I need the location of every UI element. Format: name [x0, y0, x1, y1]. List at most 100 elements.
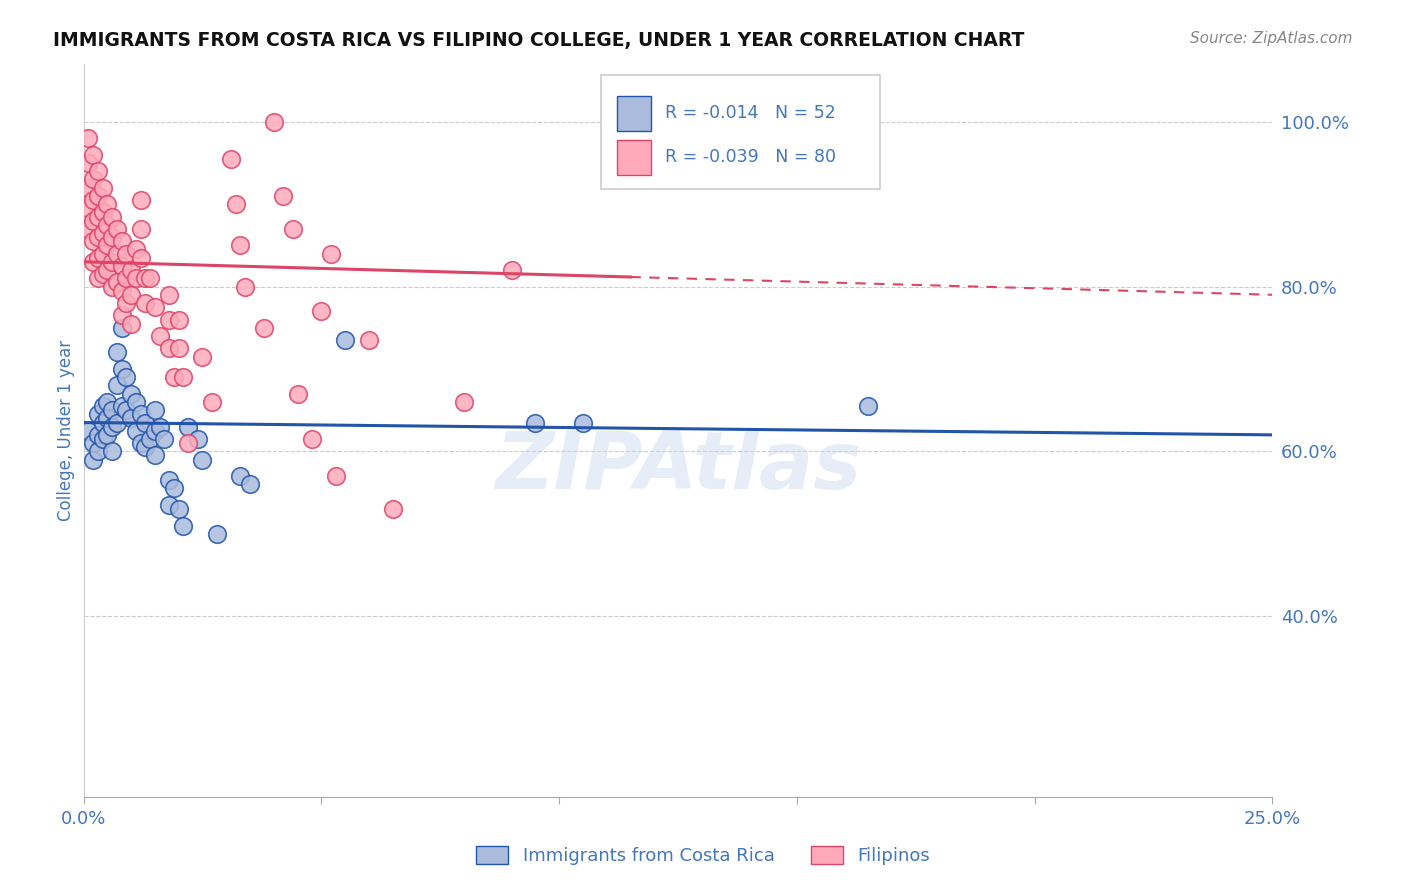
Point	[381, 502, 404, 516]
Point	[101, 403, 124, 417]
FancyBboxPatch shape	[600, 75, 880, 189]
Point	[91, 432, 114, 446]
Point	[167, 342, 190, 356]
Point	[87, 271, 110, 285]
Point	[357, 333, 380, 347]
Point	[319, 246, 342, 260]
Point	[120, 411, 142, 425]
Point	[96, 411, 118, 425]
Text: R = -0.014   N = 52: R = -0.014 N = 52	[665, 104, 835, 122]
Point	[82, 213, 104, 227]
Point	[82, 234, 104, 248]
Point	[281, 222, 304, 236]
Point	[157, 342, 180, 356]
Point	[87, 428, 110, 442]
Point	[129, 407, 152, 421]
Point	[134, 296, 156, 310]
Point	[101, 210, 124, 224]
Point	[82, 193, 104, 207]
Point	[91, 205, 114, 219]
Point	[205, 526, 228, 541]
Point	[105, 378, 128, 392]
Point	[91, 267, 114, 281]
Point	[115, 271, 138, 285]
FancyBboxPatch shape	[617, 140, 651, 175]
Point	[125, 243, 148, 257]
Point	[143, 449, 166, 463]
Point	[201, 395, 224, 409]
Text: IMMIGRANTS FROM COSTA RICA VS FILIPINO COLLEGE, UNDER 1 YEAR CORRELATION CHART: IMMIGRANTS FROM COSTA RICA VS FILIPINO C…	[53, 31, 1025, 50]
Point	[143, 424, 166, 438]
Point	[172, 370, 194, 384]
Point	[82, 172, 104, 186]
Point	[333, 333, 356, 347]
Point	[87, 230, 110, 244]
Legend: Immigrants from Costa Rica, Filipinos: Immigrants from Costa Rica, Filipinos	[468, 838, 938, 872]
Point	[163, 370, 186, 384]
Point	[233, 279, 256, 293]
Point	[110, 320, 132, 334]
Point	[143, 403, 166, 417]
Point	[157, 473, 180, 487]
Point	[163, 482, 186, 496]
Point	[101, 230, 124, 244]
Point	[287, 386, 309, 401]
Point	[96, 263, 118, 277]
Point	[157, 498, 180, 512]
Point	[91, 399, 114, 413]
Point	[187, 432, 209, 446]
Point	[129, 436, 152, 450]
Text: Source: ZipAtlas.com: Source: ZipAtlas.com	[1189, 31, 1353, 46]
Point	[501, 263, 523, 277]
Point	[157, 312, 180, 326]
Point	[143, 300, 166, 314]
Point	[91, 180, 114, 194]
Point	[253, 320, 276, 334]
Point	[129, 222, 152, 236]
Point	[453, 395, 475, 409]
Point	[77, 156, 100, 170]
Point	[301, 432, 323, 446]
Point	[91, 226, 114, 240]
Point	[120, 386, 142, 401]
Point	[96, 197, 118, 211]
Point	[167, 502, 190, 516]
Point	[87, 444, 110, 458]
Point	[191, 452, 214, 467]
Point	[271, 189, 294, 203]
Point	[96, 238, 118, 252]
Point	[115, 403, 138, 417]
Point	[311, 304, 333, 318]
Point	[177, 419, 200, 434]
Point	[125, 271, 148, 285]
Point	[572, 416, 595, 430]
Point	[101, 444, 124, 458]
Point	[77, 201, 100, 215]
Point	[229, 238, 252, 252]
Point	[101, 419, 124, 434]
Point	[82, 452, 104, 467]
Point	[129, 193, 152, 207]
Point	[120, 317, 142, 331]
Point	[139, 271, 162, 285]
Point	[125, 424, 148, 438]
Text: R = -0.039   N = 80: R = -0.039 N = 80	[665, 148, 837, 166]
Point	[120, 263, 142, 277]
Point	[91, 416, 114, 430]
Point	[125, 395, 148, 409]
Point	[139, 432, 162, 446]
Point	[177, 436, 200, 450]
Point	[110, 362, 132, 376]
Point	[115, 296, 138, 310]
Point	[110, 309, 132, 323]
Point	[115, 246, 138, 260]
Point	[101, 279, 124, 293]
Point	[77, 222, 100, 236]
Point	[115, 370, 138, 384]
Point	[87, 164, 110, 178]
Point	[105, 222, 128, 236]
Point	[96, 218, 118, 232]
Point	[101, 255, 124, 269]
Point	[134, 271, 156, 285]
Point	[110, 259, 132, 273]
